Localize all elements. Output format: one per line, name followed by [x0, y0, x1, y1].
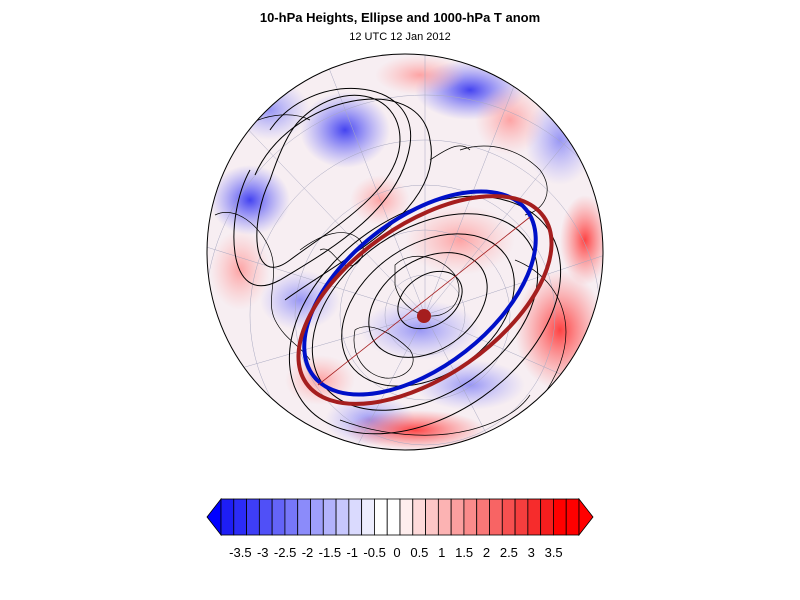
colorbar-box	[271, 498, 286, 536]
ellipse-center-marker	[417, 309, 431, 323]
colorbar-box	[527, 498, 542, 536]
colorbar-box	[284, 498, 299, 536]
colorbar-box	[489, 498, 503, 536]
ellipse-major-axis	[317, 216, 531, 386]
colorbar-tick-label: 2.5	[499, 545, 518, 560]
colorbar-box	[374, 498, 388, 536]
colorbar-box	[540, 498, 554, 536]
colorbar-box	[386, 498, 401, 536]
colorbar-tick-label: -0.5	[363, 545, 386, 560]
colorbar-box	[463, 498, 478, 536]
colorbar-tick-label: -3.5	[229, 545, 252, 560]
colorbar-box	[322, 498, 337, 536]
colorbar-tick-label: 3	[527, 545, 535, 560]
colorbar-box	[437, 498, 452, 536]
colorbar-tick-label: 3.5	[544, 545, 563, 560]
colorbar-box	[399, 498, 414, 536]
colorbar-box	[514, 498, 529, 536]
colorbar-tick-label: -1	[346, 545, 359, 560]
colorbar-box	[361, 498, 375, 536]
colorbar-box	[450, 498, 465, 536]
colorbar-low-triangle	[206, 497, 222, 537]
colorbar-tick-label: -2.5	[273, 545, 297, 560]
colorbar-tick-label: 0	[393, 545, 401, 560]
colorbar-box	[565, 498, 580, 536]
colorbar-tick-label: -1.5	[318, 545, 342, 560]
colorbar-box	[258, 498, 273, 536]
map-subtitle: 12 UTC 12 Jan 2012	[349, 31, 451, 43]
colorbar-tick-label: 0.5	[410, 545, 429, 560]
colorbar-box	[476, 498, 490, 536]
blue-ellipse	[302, 189, 538, 397]
colorbar-box	[246, 498, 260, 536]
colorbar-box	[233, 498, 247, 536]
coastlines	[214, 114, 567, 436]
colorbar-box	[335, 498, 350, 536]
map-title: 10-hPa Heights, Ellipse and 1000-hPa T a…	[259, 10, 541, 25]
colorbar-tick-label: 1.5	[455, 545, 474, 560]
globe-outline	[206, 53, 604, 451]
colorbar-box	[425, 498, 439, 536]
colorbar-box	[501, 498, 516, 536]
colorbar-box	[348, 498, 363, 536]
colorbar-box	[297, 498, 311, 536]
red-ellipse	[296, 194, 554, 406]
colorbar-high-triangle	[578, 497, 594, 537]
colorbar-box	[553, 498, 567, 536]
colorbar-tick-label: 1	[438, 545, 446, 560]
colorbar-box	[220, 498, 235, 536]
colorbar-box	[310, 498, 324, 536]
colorbar-tick-label: -2	[301, 545, 314, 560]
colorbar-box	[412, 498, 426, 536]
colorbar-tick-label: 2	[482, 545, 491, 560]
colorbar	[206, 497, 594, 537]
colorbar-tick-label: -3	[256, 545, 269, 560]
